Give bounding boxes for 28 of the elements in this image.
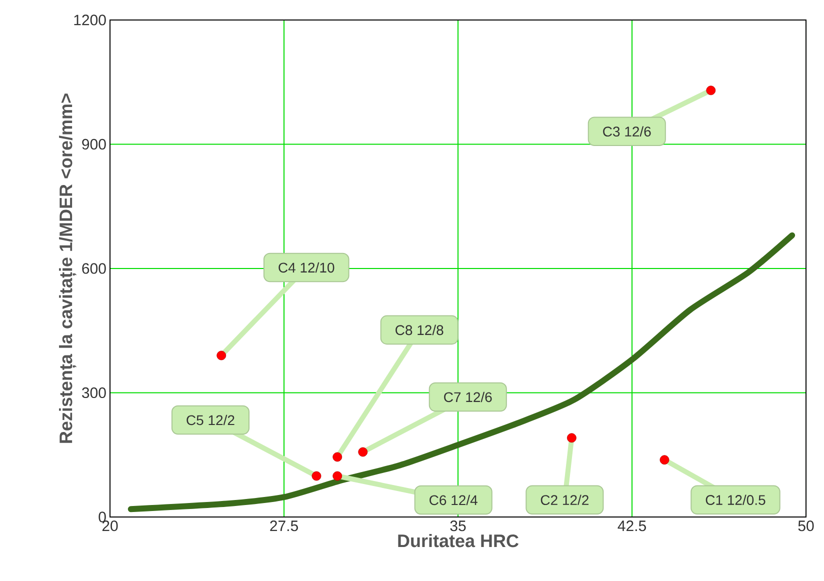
point [216, 350, 226, 360]
annotation: C2 12/2 [540, 494, 588, 506]
annotation: C8 12/8 [396, 324, 444, 336]
y-tick-label: 600 [82, 263, 106, 274]
point [706, 86, 716, 96]
x-tick-label: 42.5 [618, 520, 646, 532]
x-axis-title: Duritatea HRC [398, 534, 518, 548]
annotation: C3 12/6 [603, 126, 651, 137]
point [566, 433, 576, 443]
annotation: C1 12/0.5 [706, 494, 766, 505]
point [358, 447, 368, 457]
y-tick-label: 0 [98, 512, 106, 522]
point [332, 452, 342, 462]
annotation: C4 12/10 [278, 262, 334, 273]
annotation: C7 12/6 [444, 392, 492, 402]
y-tick-label: 1200 [74, 14, 106, 26]
y-tick-label: 900 [82, 138, 106, 150]
x-tick-label: 50 [798, 520, 814, 532]
y-axis-title: Rezistența la cavitație 1/MDER <ore/mm> [59, 94, 76, 443]
annotation: C5 12/2 [186, 414, 234, 426]
x-tick-label: 27.5 [270, 520, 298, 532]
point [660, 455, 670, 465]
point [332, 471, 342, 481]
y-tick-label: 300 [82, 387, 106, 398]
annotation: C6 12/4 [430, 494, 478, 506]
x-tick-label: 35 [450, 520, 466, 532]
point [312, 471, 322, 481]
x-tick-label: 20 [102, 520, 118, 532]
